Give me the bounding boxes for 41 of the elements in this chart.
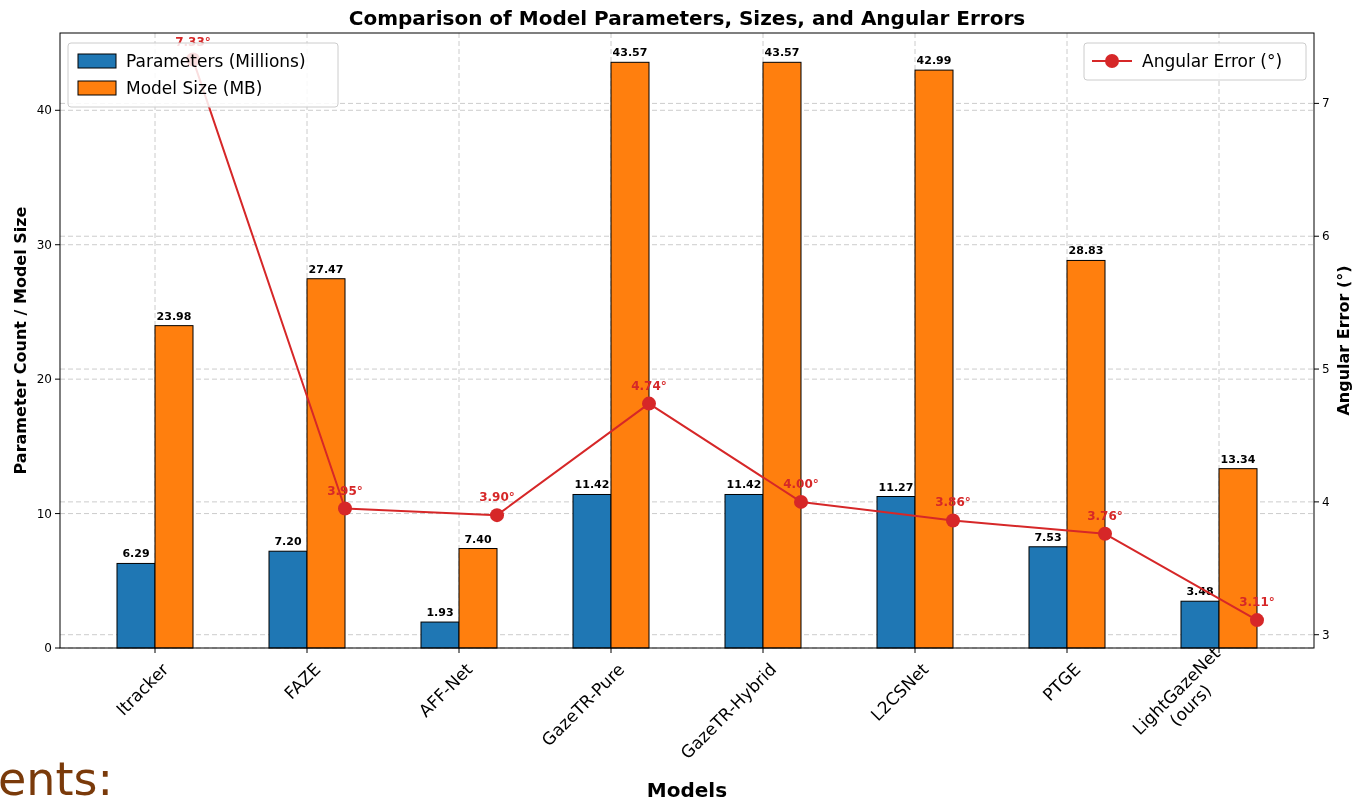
data-label: 13.34: [1220, 452, 1256, 466]
y2-tick-label: 4: [1322, 494, 1330, 509]
y2-axis-title: Angular Error (°): [1334, 265, 1353, 416]
y-tick-label: 30: [36, 237, 52, 252]
data-label: 43.57: [612, 46, 648, 60]
data-label: 6.29: [122, 547, 150, 561]
legend-label: Model Size (MB): [126, 78, 263, 98]
y-tick-label: 0: [44, 641, 52, 655]
y-tick-label: 10: [36, 506, 52, 521]
data-label: 23.98: [156, 309, 192, 323]
data-label: 7.33°: [175, 34, 211, 49]
data-label: 3.76°: [1087, 508, 1123, 523]
data-label: 7.40: [464, 532, 492, 546]
data-label: 3.95°: [327, 483, 363, 498]
data-label: 28.83: [1068, 244, 1104, 258]
legend-label: Parameters (Millions): [126, 51, 306, 71]
data-label: 27.47: [308, 262, 344, 276]
y-tick-label: 20: [36, 372, 52, 387]
y-tick-label: 40: [36, 103, 52, 118]
data-label: 3.90°: [479, 490, 515, 505]
y2-tick-label: 3: [1322, 627, 1330, 642]
legend-label: Angular Error (°): [1142, 51, 1283, 71]
y2-tick-label: 7: [1322, 96, 1330, 111]
chart-title: Comparison of Model Parameters, Sizes, and Angular Errors: [348, 6, 1026, 30]
data-label: 3.11°: [1239, 595, 1275, 610]
text: ents:: [0, 752, 113, 802]
y-axis-title: Parameter Count / Model Size: [11, 206, 30, 475]
data-label: 11.27: [878, 480, 914, 494]
data-label: 4.74°: [631, 378, 667, 393]
y2-tick-label: 5: [1322, 362, 1330, 377]
data-label: 11.42: [726, 478, 762, 492]
data-label: 11.42: [574, 478, 610, 492]
data-label: 43.57: [764, 46, 800, 60]
data-label: 4.00°: [783, 476, 819, 491]
data-label: 1.93: [426, 606, 454, 620]
x-axis-title: Models: [646, 778, 728, 802]
data-label: 7.53: [1034, 530, 1062, 544]
y2-tick-label: 6: [1322, 229, 1330, 244]
data-label: 3.86°: [935, 495, 971, 510]
data-label: 42.99: [916, 54, 952, 68]
data-label: 7.20: [274, 535, 302, 549]
